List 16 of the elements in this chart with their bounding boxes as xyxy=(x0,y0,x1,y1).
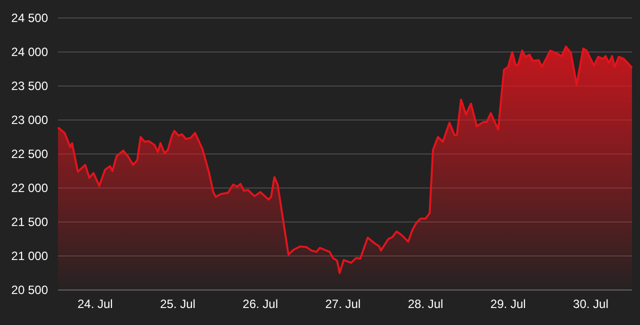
x-tick-label: 28. Jul xyxy=(408,297,444,311)
y-tick-label: 22 500 xyxy=(11,147,48,162)
x-tick-label: 26. Jul xyxy=(242,297,278,311)
x-tick-label: 24. Jul xyxy=(77,297,113,311)
y-tick-label: 20 500 xyxy=(11,283,48,298)
x-tick-label: 25. Jul xyxy=(160,297,196,311)
x-tick-label: 29. Jul xyxy=(490,297,526,311)
y-tick-label: 21 500 xyxy=(11,215,48,230)
x-tick-label: 30. Jul xyxy=(573,297,608,311)
y-tick-label: 24 000 xyxy=(11,45,48,60)
x-tick-label: 27. Jul xyxy=(325,297,361,311)
y-tick-label: 22 000 xyxy=(11,181,48,196)
y-tick-label: 21 000 xyxy=(11,249,48,264)
y-tick-label: 23 500 xyxy=(11,79,48,94)
y-tick-label: 23 000 xyxy=(11,113,48,128)
y-tick-label: 24 500 xyxy=(11,11,48,26)
